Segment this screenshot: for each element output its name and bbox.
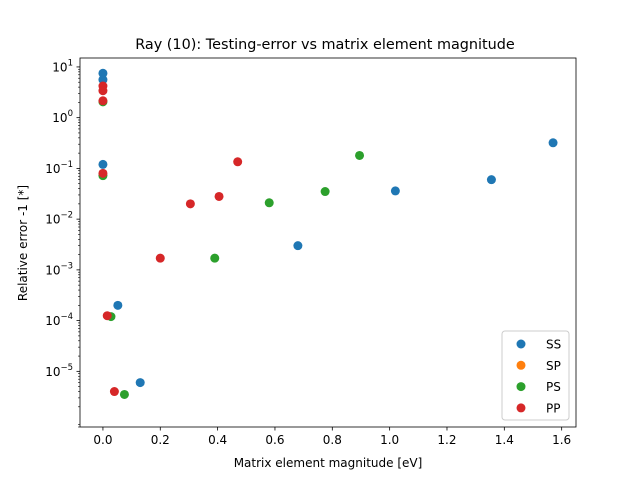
y-tick-exponent: −3 [60,261,73,271]
y-tick-base: 10 [45,162,60,176]
chart-title: Ray (10): Testing-error vs matrix elemen… [135,37,515,53]
legend-marker-ss [516,339,526,349]
data-point-ss [486,175,496,185]
data-point-ss [98,75,108,85]
data-point-ps [355,150,365,160]
data-point-pp [98,86,108,96]
y-tick-base: 10 [52,60,67,74]
data-point-ps [320,187,330,197]
data-point-ss [98,159,108,169]
y-tick-label: 10−3 [45,261,73,277]
legend-marker-sp [516,360,526,370]
plot-area-frame [79,57,577,428]
legend: SS SP PS PP [501,330,570,421]
y-tick-label: 10−1 [45,160,73,176]
data-point-pp [233,157,243,167]
data-point-pp [109,387,119,397]
data-point-ss [113,300,123,310]
y-tick-exponent: −1 [60,160,73,170]
x-tick-label: 1.4 [495,433,514,447]
x-tick-label: 0.2 [151,433,170,447]
y-tick-base: 10 [45,263,60,277]
y-tick-exponent: −5 [60,363,73,373]
y-tick-exponent: 0 [68,109,73,119]
data-point-ss [98,68,108,78]
x-tick-label: 0.0 [93,433,112,447]
data-point-ss [135,378,145,388]
y-tick-base: 10 [45,365,60,379]
y-tick-label: 10−5 [45,363,73,379]
data-point-pp [98,96,108,106]
data-point-pp [102,311,112,321]
y-axis-label: Relative error -1 [*] [16,185,30,301]
y-tick-exponent: −4 [60,312,73,322]
legend-label-ps: PS [546,380,561,394]
data-point-ps [119,389,129,399]
data-point-ss [390,186,400,196]
data-point-ss [293,241,303,251]
y-tick-label: 10−4 [45,312,73,328]
data-point-pp [155,253,165,263]
legend-label-ss: SS [546,338,561,352]
data-point-ps [210,253,220,263]
y-tick-label: 10−2 [45,211,73,227]
y-tick-base: 10 [45,314,60,328]
legend-marker-ps [516,382,526,392]
legend-label-sp: SP [546,359,561,373]
y-tick-label: 100 [52,109,73,125]
y-tick-base: 10 [45,213,60,227]
legend-frame [501,330,570,421]
data-point-ss [548,138,558,148]
x-tick-label: 1.6 [552,433,571,447]
x-tick-label: 1.2 [437,433,456,447]
x-tick-label: 0.6 [265,433,284,447]
x-axis-label: Matrix element magnitude [eV] [234,456,423,470]
legend-marker-pp [516,403,526,413]
data-point-ps [264,198,274,208]
plot-points [98,68,558,399]
data-point-pp [185,199,195,209]
x-tick-label: 0.4 [208,433,227,447]
data-point-pp [98,168,108,178]
y-tick-exponent: −2 [60,211,73,221]
y-tick-exponent: 1 [68,58,73,68]
y-tick-label: 101 [52,58,73,74]
data-point-pp [214,191,224,201]
y-tick-base: 10 [52,111,67,125]
x-tick-label: 0.8 [323,433,342,447]
x-axis: 0.0 0.2 0.4 0.6 0.8 1.0 1.2 1.4 1.6 [93,427,571,447]
legend-label-pp: PP [546,401,560,415]
x-tick-label: 1.0 [380,433,399,447]
